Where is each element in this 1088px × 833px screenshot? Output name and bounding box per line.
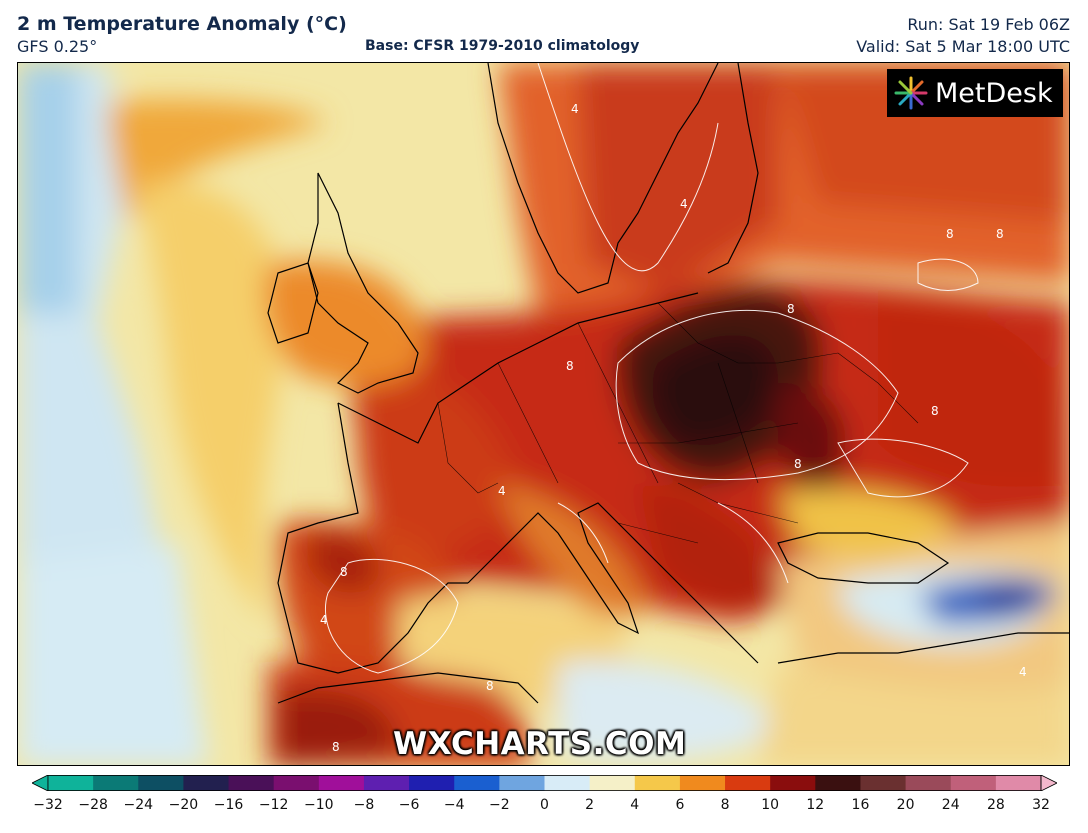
colorbar-tick-label: −6 [398, 797, 420, 813]
contour-label: 4 [680, 197, 688, 211]
contour-lines [324, 63, 979, 674]
contour-label: 8 [340, 565, 348, 579]
colorbar-segment [950, 775, 997, 791]
colorbar-tick-label: −20 [168, 797, 199, 813]
colorbar-segment [228, 775, 275, 791]
colorbar-tick-label: −2 [489, 797, 510, 813]
contour-label: 8 [996, 227, 1004, 241]
colorbar-tick-label: −8 [353, 797, 375, 813]
logo-text: MetDesk [935, 77, 1053, 109]
starburst-logo-icon [894, 76, 928, 110]
colorbar-tick-label: 24 [941, 797, 960, 813]
colorbar-segment [905, 775, 952, 791]
metdesk-logo: MetDesk [887, 69, 1063, 117]
borders [437, 302, 919, 544]
colorbar-tick-label: −10 [304, 797, 334, 813]
anomaly-map: 4 4 8 8 8 8 8 8 4 8 4 4 8 8 [17, 62, 1070, 766]
colorbar-tick-label: −24 [123, 797, 154, 813]
colorbar-right-arrow [1040, 775, 1057, 791]
colorbar-segment [318, 775, 365, 791]
colorbar-segment [995, 775, 1042, 791]
contour-label: 4 [498, 484, 506, 498]
colorbar-segment [725, 775, 771, 791]
colorbar-segment [634, 775, 681, 791]
colorbar-segment [454, 775, 500, 791]
contour-label: 8 [931, 404, 939, 418]
colorbar [32, 775, 1057, 791]
colorbar-tick-label: −12 [258, 797, 289, 813]
chart-title: 2 m Temperature Anomaly (°C) [17, 13, 347, 35]
colorbar-tick-label: 10 [761, 797, 780, 813]
colorbar-segment [183, 775, 230, 791]
colorbar-segment [499, 775, 545, 791]
colorbar-tick-label: 0 [540, 797, 549, 813]
contour-label: 4 [1019, 665, 1027, 679]
colorbar-segment [860, 775, 907, 791]
colorbar-tick-label: −32 [33, 797, 63, 813]
contour-label: 8 [486, 679, 494, 693]
contour-label: 8 [566, 359, 574, 373]
colorbar-tick-label: 4 [630, 797, 640, 813]
valid-time-label: Valid: Sat 5 Mar 18:00 UTC [856, 37, 1070, 56]
watermark: WXCHARTS.COM [393, 726, 687, 762]
colorbar-segment [770, 775, 816, 791]
contour-label: 8 [794, 457, 802, 471]
colorbar-tick-label: 16 [851, 797, 870, 813]
contour-label: 8 [946, 227, 954, 241]
colorbar-segment [48, 775, 94, 791]
coastlines [267, 63, 1069, 704]
colorbar-segment [409, 775, 455, 791]
colorbar-tick-label: 20 [896, 797, 915, 813]
colorbar-tick-label: −16 [213, 797, 244, 813]
colorbar-tick-label: 32 [1032, 797, 1050, 813]
model-label: GFS 0.25° [17, 37, 98, 56]
base-climatology-label: Base: CFSR 1979-2010 climatology [365, 38, 640, 54]
colorbar-tick-label: −28 [78, 797, 108, 813]
contour-label: 8 [787, 302, 795, 316]
colorbar-segment [544, 775, 591, 791]
colorbar-segment [589, 775, 636, 791]
colorbar-tick-label: 28 [986, 797, 1005, 813]
colorbar-tick-label: 6 [675, 797, 685, 813]
colorbar-segment [273, 775, 320, 791]
contour-label: 4 [320, 613, 328, 627]
colorbar-segment [815, 775, 861, 791]
run-time-label: Run: Sat 19 Feb 06Z [907, 15, 1070, 34]
colorbar-segment [138, 775, 184, 791]
colorbar-tick-label: 2 [585, 797, 595, 813]
contour-label-group: 4 4 8 8 8 8 8 8 4 8 4 4 8 8 [320, 102, 1027, 754]
colorbar-tick-label: 8 [720, 797, 730, 813]
colorbar-segment [93, 775, 139, 791]
map-canvas: 4 4 8 8 8 8 8 8 4 8 4 4 8 8 [18, 63, 1069, 765]
contour-label: 4 [571, 102, 579, 116]
colorbar-left-arrow [32, 775, 49, 791]
colorbar-segment [363, 775, 410, 791]
colorbar-tick-label: −4 [443, 797, 465, 813]
colorbar-ramp [32, 775, 1057, 791]
colorbar-segment [679, 775, 726, 791]
contour-label: 8 [332, 740, 340, 754]
colorbar-tick-label: 12 [806, 797, 825, 813]
anomaly-field [18, 63, 1069, 765]
